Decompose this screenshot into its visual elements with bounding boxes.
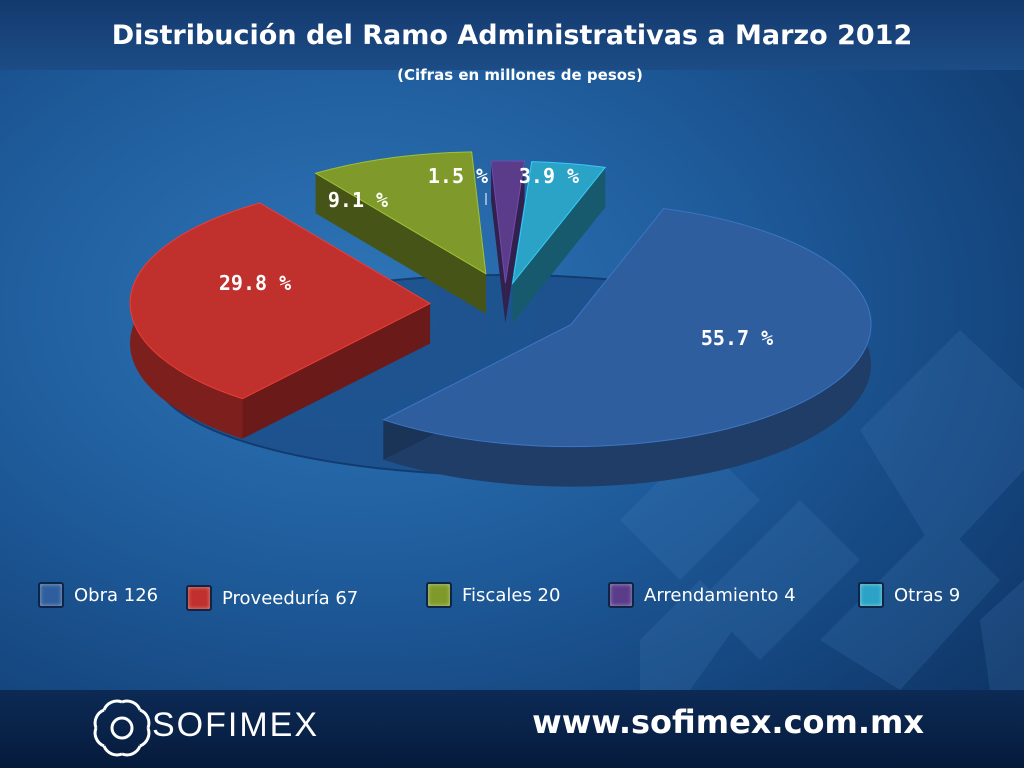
- pie-slice-arrendamiento: [490, 160, 526, 324]
- sofimex-logo-icon: [93, 699, 151, 757]
- website-link[interactable]: www.sofimex.com.mx: [532, 703, 924, 741]
- pie-slice-fiscales: [314, 151, 487, 314]
- legend-item-otras: Otras 9: [858, 580, 960, 610]
- legend-swatch-obra: [38, 582, 64, 608]
- pie-slice-top-proveeduria: [129, 202, 432, 400]
- legend-item-fiscales: Fiscales 20: [426, 580, 560, 610]
- pie-slice-top-fiscales: [314, 151, 487, 275]
- data-label-otras: 3.9 %: [519, 164, 579, 188]
- legend-item-arrendamiento: Arrendamiento 4: [608, 580, 796, 610]
- legend-swatch-arrendamiento: [608, 582, 634, 608]
- data-label-obra: 55.7 %: [701, 326, 773, 350]
- legend-label-fiscales: Fiscales 20: [462, 584, 561, 606]
- data-label-fiscales: 9.1 %: [328, 188, 388, 212]
- brand-name: SOFIMEX: [152, 706, 320, 744]
- footer-bar: [0, 690, 1024, 768]
- legend-label-obra: Obra 126: [74, 584, 159, 606]
- legend-swatch-fiscales: [426, 582, 452, 608]
- slide-title: Distribución del Ramo Administrativas a …: [111, 20, 913, 51]
- pie-slice-top-arrendamiento: [490, 160, 526, 284]
- legend-item-proveeduria: Proveeduría 67: [186, 583, 358, 613]
- pie-slice-wall-arrendamiento: [505, 161, 525, 324]
- legend-swatch-otras: [858, 582, 884, 608]
- legend-label-otras: Otras 9: [894, 584, 961, 606]
- data-label-proveeduria: 29.8 %: [219, 271, 291, 295]
- pie-slice-side-obra: [383, 208, 872, 487]
- pie-slice-top-obra: [382, 208, 872, 448]
- pie-slice-obra: [382, 208, 872, 487]
- legend-label-proveeduria: Proveeduría 67: [222, 587, 359, 609]
- pie-slice-proveeduria: [129, 202, 432, 439]
- pie-slice-wall-proveeduria: [242, 303, 431, 439]
- legend-label-arrendamiento: Arrendamiento 4: [644, 584, 796, 606]
- pie-slice-wall-fiscales: [315, 173, 486, 314]
- pie-slice-otras: [511, 161, 607, 324]
- title-bar: [0, 0, 1024, 70]
- pie-slice-top-otras: [511, 161, 607, 286]
- slide-subtitle: (Cifras en millones de pesos): [397, 66, 643, 84]
- data-label-arrendamiento: 1.5 %: [428, 164, 488, 188]
- pie-slice-wall-arrendamiento: [491, 161, 506, 324]
- pie-slice-wall-otras: [512, 167, 606, 324]
- legend-swatch-proveeduria: [186, 585, 212, 611]
- legend-item-obra: Obra 126: [38, 580, 158, 610]
